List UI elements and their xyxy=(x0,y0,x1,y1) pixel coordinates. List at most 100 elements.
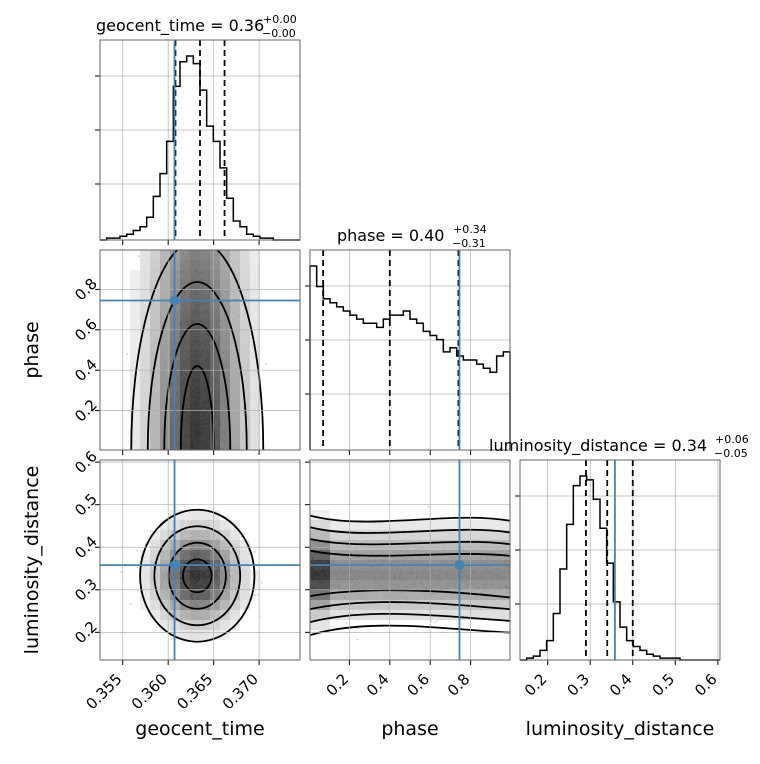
density-cell xyxy=(150,440,160,450)
density-cell xyxy=(140,350,150,360)
density-cell xyxy=(250,400,260,410)
density-cell xyxy=(310,580,320,590)
density-cell xyxy=(190,610,200,620)
density-cell xyxy=(230,600,240,610)
density-cell xyxy=(240,570,250,580)
x-tick-label-geocent_time: 0.365 xyxy=(173,670,216,713)
density-cell xyxy=(230,290,240,300)
density-cell xyxy=(160,520,170,530)
density-cell xyxy=(190,590,200,600)
density-cell xyxy=(430,590,440,600)
density-cell xyxy=(220,350,230,360)
density-cell xyxy=(230,540,240,550)
density-cell xyxy=(140,570,150,580)
density-cell xyxy=(210,270,220,280)
density-cell xyxy=(220,290,230,300)
density-cell xyxy=(490,570,500,580)
density-cell xyxy=(500,520,510,530)
density-cell xyxy=(190,380,200,390)
density-cell xyxy=(340,540,350,550)
density-cell xyxy=(140,370,150,380)
density-cell xyxy=(160,370,170,380)
density-cell xyxy=(230,270,240,280)
density-cell xyxy=(220,440,230,450)
density-cell xyxy=(160,290,170,300)
density-cell xyxy=(200,270,210,280)
density-cell xyxy=(330,610,340,620)
density-cell xyxy=(390,600,400,610)
density-cell xyxy=(350,600,360,610)
sample-point xyxy=(427,505,430,508)
density-cell xyxy=(230,570,240,580)
density-cell xyxy=(470,570,480,580)
density-cell xyxy=(230,340,240,350)
density-cell xyxy=(470,530,480,540)
density-cell xyxy=(360,570,370,580)
density-cell xyxy=(190,530,200,540)
density-cell xyxy=(140,310,150,320)
density-cell xyxy=(450,520,460,530)
density-cell xyxy=(470,540,480,550)
density-cell xyxy=(150,270,160,280)
density-cell xyxy=(240,250,250,260)
density-cell xyxy=(140,410,150,420)
density-cell xyxy=(150,340,160,350)
density-cell xyxy=(160,390,170,400)
density-cell xyxy=(220,630,230,640)
density-cell xyxy=(180,430,190,440)
density-cell xyxy=(250,390,260,400)
density-cell xyxy=(210,600,220,610)
panel-frame xyxy=(519,459,721,661)
density-cell xyxy=(180,360,190,370)
density-cell xyxy=(340,610,350,620)
density-cell xyxy=(150,350,160,360)
density-cell xyxy=(140,250,150,260)
density-cell xyxy=(230,280,240,290)
density-cell xyxy=(230,400,240,410)
density-cell xyxy=(190,290,200,300)
density-cell xyxy=(430,520,440,530)
density-cell xyxy=(340,530,350,540)
density-cell xyxy=(130,360,140,370)
ylabel-phase: phase xyxy=(21,321,43,378)
density-cell xyxy=(220,420,230,430)
density-cell xyxy=(250,430,260,440)
density-cell xyxy=(200,360,210,370)
title-phase: phase = 0.40 xyxy=(337,226,444,245)
density-cell xyxy=(140,390,150,400)
density-cell xyxy=(390,590,400,600)
density-cell xyxy=(430,540,440,550)
density-cell xyxy=(190,600,200,610)
density-cell xyxy=(220,280,230,290)
density-cell xyxy=(140,330,150,340)
density-cell xyxy=(350,520,360,530)
density-cell xyxy=(240,330,250,340)
density-cell xyxy=(480,610,490,620)
density-cell xyxy=(230,370,240,380)
density-cell xyxy=(360,520,370,530)
density-cell xyxy=(160,380,170,390)
density-cell xyxy=(180,260,190,270)
density-cell xyxy=(500,580,510,590)
density-cell xyxy=(210,440,220,450)
density-cell xyxy=(460,590,470,600)
density-cell xyxy=(500,570,510,580)
density-cell xyxy=(150,320,160,330)
density-cell xyxy=(130,410,140,420)
density-cell xyxy=(200,430,210,440)
density-cell xyxy=(190,340,200,350)
density-cell xyxy=(190,420,200,430)
density-cell xyxy=(450,580,460,590)
density-cell xyxy=(220,590,230,600)
density-cell xyxy=(200,550,210,560)
y-tick-label-luminosity_distance: 0.2 xyxy=(71,618,101,648)
density-cell xyxy=(440,570,450,580)
density-cell xyxy=(200,440,210,450)
density-cell xyxy=(420,540,430,550)
density-cell xyxy=(180,310,190,320)
density-cell xyxy=(210,620,220,630)
density-cell xyxy=(380,580,390,590)
x-tick-label-luminosity_distance: 0.6 xyxy=(691,670,721,700)
density-cell xyxy=(400,600,410,610)
density-cell xyxy=(330,520,340,530)
